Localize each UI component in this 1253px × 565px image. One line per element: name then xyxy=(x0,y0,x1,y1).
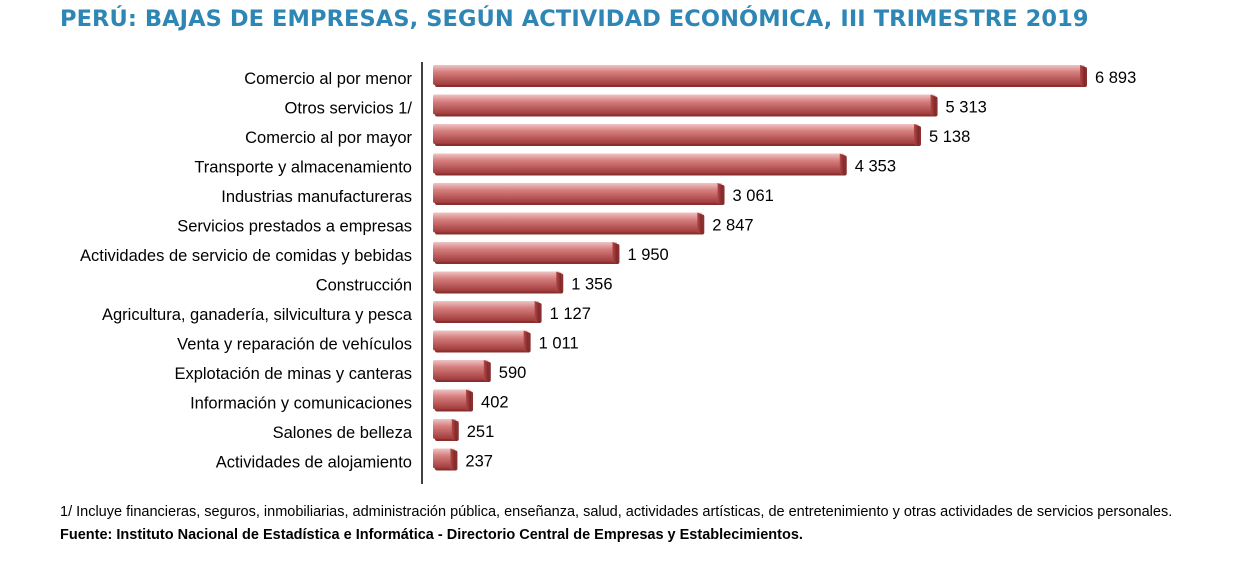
value-label: 251 xyxy=(467,423,495,441)
value-label: 590 xyxy=(499,364,527,382)
value-label: 1 950 xyxy=(627,246,668,264)
bar xyxy=(433,330,531,353)
category-label: Otros servicios 1/ xyxy=(285,100,413,118)
bar xyxy=(433,183,725,205)
bar-chart: Comercio al por menor 6 893 Otros servicio… xyxy=(80,62,1136,484)
category-label: Explotación de minas y canteras xyxy=(174,365,412,383)
value-label: 1 011 xyxy=(539,335,579,353)
value-label: 237 xyxy=(465,453,493,471)
category-label: Venta y reparación de vehículos xyxy=(177,336,412,354)
footnote: 1/ Incluye financieras, seguros, inmobil… xyxy=(60,504,1173,520)
value-label: 402 xyxy=(481,394,509,412)
bar xyxy=(433,242,620,264)
category-label: Actividades de servicio de comidas y beb… xyxy=(80,247,412,265)
value-label: 5 138 xyxy=(929,128,970,146)
value-label: 6 893 xyxy=(1095,69,1136,87)
value-label: 1 356 xyxy=(571,276,612,294)
bar xyxy=(433,94,938,117)
bar xyxy=(433,65,1087,87)
bar xyxy=(433,360,491,382)
category-label: Información y comunicaciones xyxy=(190,395,412,413)
category-label: Comercio al por menor xyxy=(244,70,412,88)
category-label: Construcción xyxy=(316,277,412,295)
bar xyxy=(433,389,474,412)
value-label: 3 061 xyxy=(733,187,774,205)
bar xyxy=(433,301,542,323)
category-label: Servicios prestados a empresas xyxy=(177,218,412,236)
bar xyxy=(433,448,458,471)
bar xyxy=(433,419,459,441)
value-label: 4 353 xyxy=(855,158,896,176)
category-label: Transporte y almacenamiento xyxy=(194,159,412,177)
value-label: 5 313 xyxy=(946,99,987,117)
category-label: Agricultura, ganadería, silvicultura y p… xyxy=(102,306,413,324)
category-label: Actividades de alojamiento xyxy=(216,454,412,472)
bar xyxy=(433,124,921,146)
value-label: 2 847 xyxy=(712,217,753,235)
category-label: Industrias manufactureras xyxy=(221,188,412,206)
chart-title: PERÚ: BAJAS DE EMPRESAS, SEGÚN ACTIVIDAD… xyxy=(60,6,1089,32)
value-label: 1 127 xyxy=(550,305,591,323)
bar xyxy=(433,153,847,176)
category-label: Comercio al por mayor xyxy=(245,129,412,147)
bar xyxy=(433,212,705,235)
category-label: Salones de belleza xyxy=(273,424,413,442)
source-note: Fuente: Instituto Nacional de Estadístic… xyxy=(60,527,803,543)
bar xyxy=(433,271,564,294)
